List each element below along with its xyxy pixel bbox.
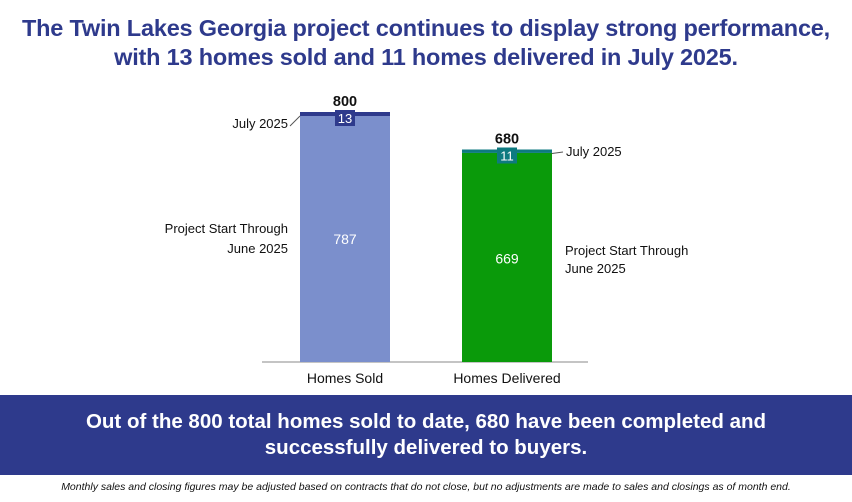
delivered-july-value: 11 bbox=[500, 149, 514, 164]
sold-base-annotation-line2: June 2025 bbox=[227, 241, 288, 256]
delivered-july-annotation: July 2025 bbox=[566, 144, 622, 159]
delivered-total-label: 680 bbox=[495, 132, 519, 148]
sold-july-leader-line bbox=[289, 115, 301, 127]
sold-base-bar bbox=[300, 116, 390, 362]
sold-base-value: 787 bbox=[333, 231, 357, 247]
headline: The Twin Lakes Georgia project continues… bbox=[0, 14, 852, 72]
summary-line-1: Out of the 800 total homes sold to date,… bbox=[85, 410, 767, 433]
headline-line-2: with 13 homes sold and 11 homes delivere… bbox=[114, 44, 738, 70]
sold-base-annotation-line1: Project Start Through bbox=[165, 221, 288, 236]
sold-july-annotation: July 2025 bbox=[232, 116, 288, 131]
delivered-category-label: Homes Delivered bbox=[453, 370, 560, 386]
delivered-july-leader-line bbox=[551, 151, 564, 154]
summary-band: Out of the 800 total homes sold to date,… bbox=[0, 395, 852, 475]
delivered-base-annotation-line1: Project Start Through bbox=[565, 243, 688, 258]
delivered-base-value: 669 bbox=[495, 251, 519, 267]
footnote: Monthly sales and closing figures may be… bbox=[61, 481, 791, 493]
sold-july-value-box bbox=[335, 110, 355, 126]
sold-total-label: 800 bbox=[333, 94, 357, 110]
sold-july-value: 13 bbox=[338, 111, 352, 126]
headline-line-1: The Twin Lakes Georgia project continues… bbox=[21, 15, 831, 41]
delivered-july-value-box bbox=[497, 147, 517, 164]
summary-line-2: successfully delivered to buyers. bbox=[264, 436, 588, 459]
delivered-base-annotation-line2: June 2025 bbox=[565, 261, 626, 276]
delivered-base-bar bbox=[462, 152, 552, 362]
sold-category-label: Homes Sold bbox=[307, 370, 383, 386]
